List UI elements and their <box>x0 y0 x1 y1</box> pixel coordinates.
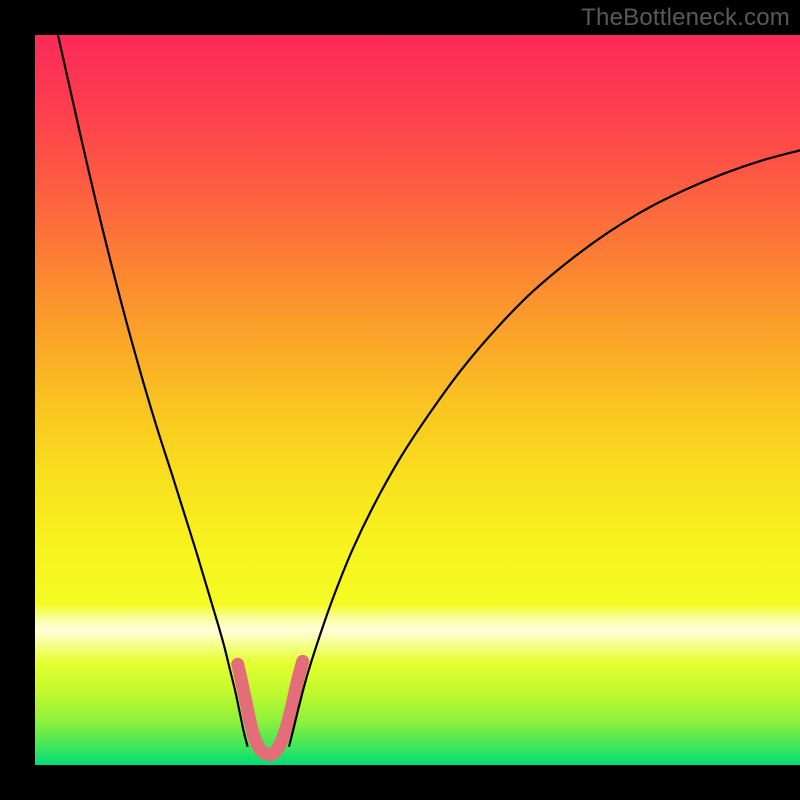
chart-container: TheBottleneck.com <box>0 0 800 800</box>
watermark-text: TheBottleneck.com <box>581 4 790 32</box>
plot-svg <box>35 35 800 765</box>
plot-area <box>35 35 800 765</box>
